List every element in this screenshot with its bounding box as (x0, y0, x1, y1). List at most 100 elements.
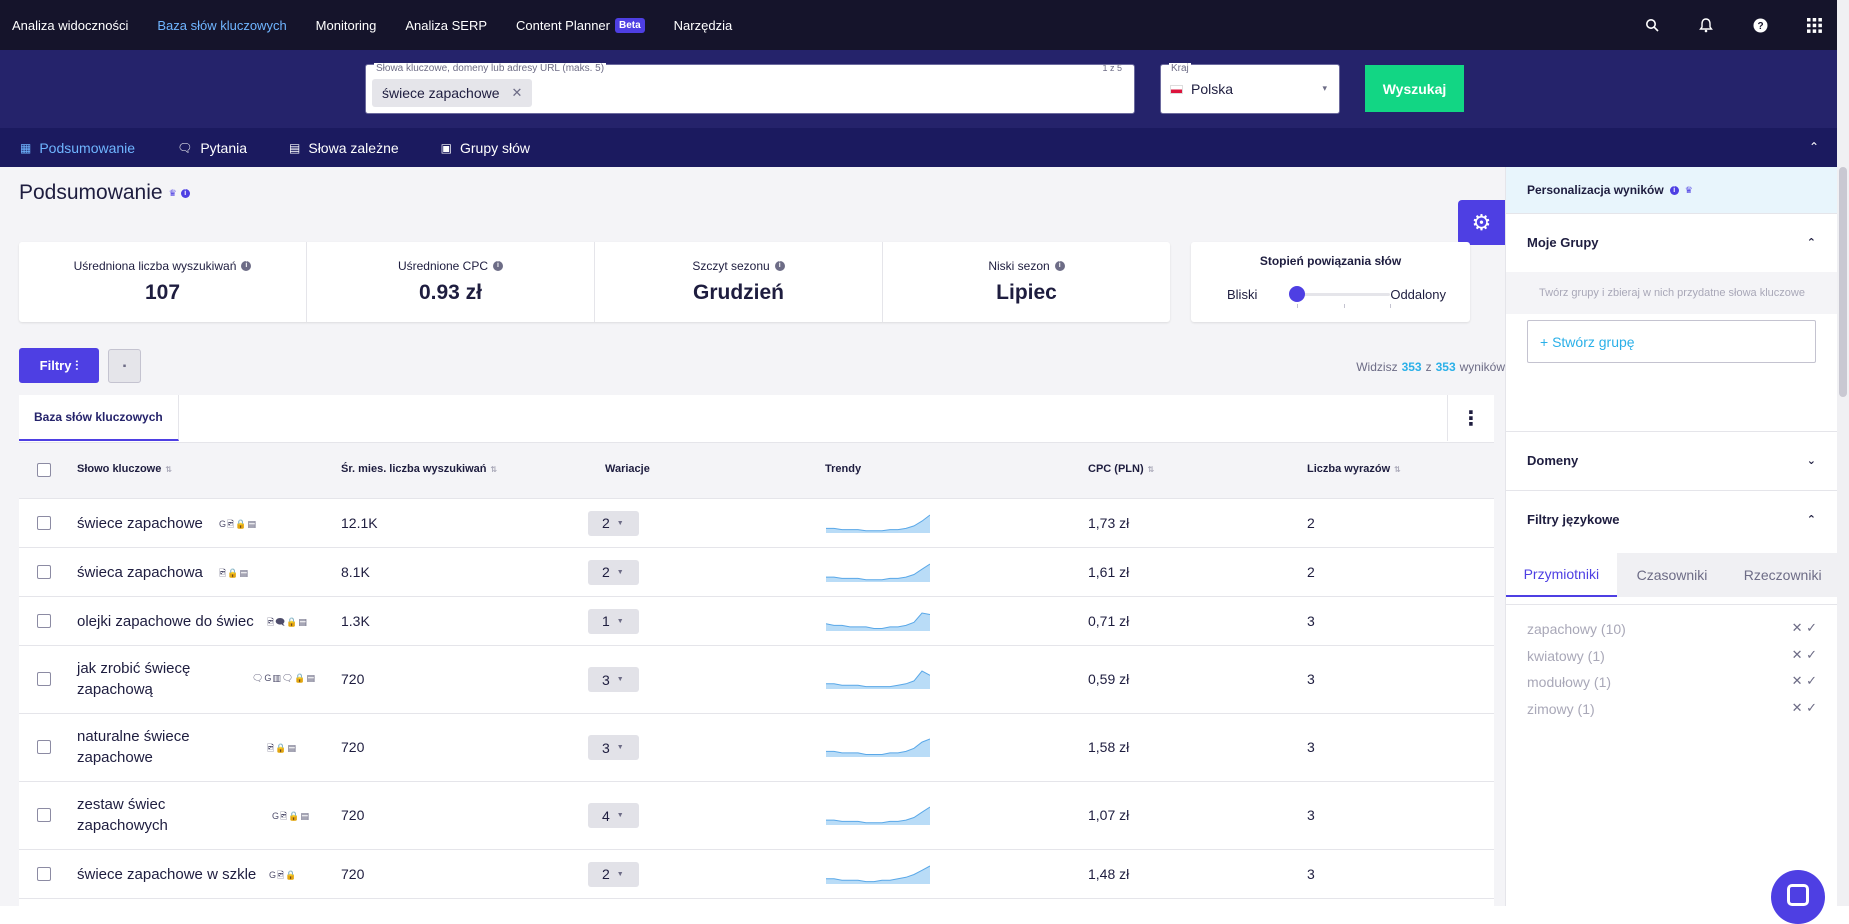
variations-dropdown[interactable]: 2 ▼ (588, 510, 639, 536)
table-row[interactable]: olejki zapachowe do świec 🖻🗨🔒▤ 1.3K 1 ▼ 0,71 … (19, 597, 1494, 646)
volume-cell: 720 (341, 865, 365, 882)
section-domains[interactable]: Domeny ⌄ (1506, 431, 1838, 489)
nav-analiza-serp[interactable]: Analiza SERP (405, 17, 488, 33)
variations-dropdown[interactable]: 3 ▼ (588, 735, 639, 760)
tab-przymiotniki[interactable]: Przymiotniki (1506, 553, 1617, 597)
table-row[interactable]: świeca zapachowa 🖻🔒▤ 8.1K 2 ▼ 1,61 zł 2 (19, 548, 1494, 597)
sort-icon: ⇅ (490, 465, 498, 474)
table-row[interactable]: zestaw świec zapachowych G🖻🔒▤ 720 4 ▼ 1,07 zł… (19, 782, 1494, 850)
save-filters-button[interactable]: ▪ (108, 349, 141, 383)
variations-dropdown[interactable]: 2 ▼ (588, 861, 639, 887)
trend-sparkline (826, 611, 930, 631)
col-volume[interactable]: Śr. mies. liczba wyszukiwań ⇅ (341, 463, 497, 475)
tab-slowa-zalezne[interactable]: ▤ Słowa zależne (289, 140, 399, 156)
row-checkbox[interactable] (37, 564, 51, 579)
keyword-cell[interactable]: zestaw świec zapachowych (77, 796, 168, 834)
trend-line (826, 806, 930, 824)
row-checkbox[interactable] (37, 808, 51, 822)
include-check-icon[interactable]: ✓ (1806, 699, 1817, 715)
tab-label: Pytania (200, 139, 248, 156)
stat-label: Uśrednione CPC (397, 259, 489, 273)
select-all-checkbox[interactable] (37, 463, 51, 477)
cpc-cell: 1,58 zł (1088, 739, 1130, 755)
tab-grupy-slow[interactable]: ▣ Grupy słów (441, 140, 530, 156)
exclude-icon[interactable]: ✕ (1791, 620, 1803, 635)
keyword-cell[interactable]: świece zapachowe w szkle (77, 865, 257, 883)
exclude-icon[interactable]: ✕ (1791, 673, 1803, 688)
more-vertical-icon[interactable]: ⋮ (1447, 395, 1494, 441)
section-my-groups[interactable]: Moje Grupy ⌃ (1506, 213, 1838, 271)
counter-prefix: Widzisz (1356, 360, 1398, 374)
stat-value: 107 (144, 281, 181, 304)
row-checkbox[interactable] (37, 672, 51, 686)
include-check-icon[interactable]: ✓ (1806, 673, 1817, 688)
tab-czasowniki[interactable]: Czasowniki (1616, 553, 1728, 597)
bell-icon[interactable] (1691, 10, 1721, 40)
dashboard-icon: ▦ (20, 140, 32, 155)
search-button[interactable]: Wyszukaj (1365, 65, 1464, 112)
remove-chip-icon[interactable]: ✕ (511, 85, 523, 100)
search-icon[interactable] (1637, 10, 1667, 40)
create-group-button[interactable]: + Stwórz grupę (1527, 320, 1816, 363)
nav-narzedzia[interactable]: Narzędzia (673, 17, 733, 33)
nav-analiza-widocznosci[interactable]: Analiza widoczności (12, 17, 129, 33)
row-checkbox[interactable] (37, 515, 51, 530)
word-count-cell: 2 (1307, 514, 1315, 531)
variations-dropdown[interactable]: 4 ▼ (588, 803, 639, 828)
scrollbar-thumb[interactable] (1839, 167, 1847, 397)
exclude-icon[interactable]: ✕ (1791, 699, 1803, 715)
table-row[interactable]: jak zrobić świecę zapachową 🗨G▥🗨🔒▤ 720 3 ▼ 0,… (19, 646, 1494, 714)
country-select[interactable]: Kraj Polska ▾ (1160, 63, 1340, 114)
crown-icon: ♛ (168, 187, 177, 198)
row-checkbox[interactable] (37, 613, 51, 628)
trend-area (826, 865, 930, 884)
nav-content-planner[interactable]: Content Planner Beta (516, 17, 645, 33)
table-row[interactable]: naturalne świece zapachowe 🖻🔒▤ 720 3 ▼ 1,58 z… (19, 714, 1494, 782)
country-value: Polska (1191, 81, 1234, 97)
variations-dropdown[interactable]: 1 ▼ (588, 608, 639, 634)
keyword-cell[interactable]: świece zapachowe (77, 514, 203, 532)
section-title: Filtry językowe (1527, 512, 1620, 527)
nav-baza-slow-kluczowych[interactable]: Baza słów kluczowych (157, 17, 287, 33)
include-check-icon[interactable]: ✓ (1806, 646, 1817, 662)
keyword-cell[interactable]: olejki zapachowe do świec (77, 612, 254, 630)
section-language-filters[interactable]: Filtry językowe ⌃ (1506, 490, 1838, 548)
tab-rzeczowniki[interactable]: Rzeczowniki (1727, 553, 1839, 597)
col-cpc[interactable]: CPC (PLN) ⇅ (1088, 463, 1154, 475)
variations-dropdown[interactable]: 2 ▼ (588, 559, 639, 585)
collapse-chevron-icon[interactable]: ⌃ (1808, 140, 1819, 154)
keywords-field[interactable]: Słowa kluczowe, domeny lub adresy URL (m… (365, 63, 1135, 114)
relation-slider-handle[interactable] (1289, 286, 1305, 302)
serp-features-icons: G🖻🔒▤ (219, 518, 257, 529)
cpc-cell: 0,59 zł (1088, 671, 1130, 687)
col-keyword[interactable]: Słowo kluczowe ⇅ (77, 463, 172, 475)
volume-cell: 720 (341, 807, 365, 823)
keyword-cell[interactable]: świeca zapachowa (77, 563, 203, 581)
apps-grid-icon[interactable] (1799, 10, 1829, 40)
exclude-icon[interactable]: ✕ (1791, 646, 1803, 662)
table-body: świece zapachowe G🖻🔒▤ 12.1K 2 ▼ 1,73 zł 2 świec… (19, 499, 1494, 899)
table-row[interactable]: świece zapachowe G🖻🔒▤ 12.1K 2 ▼ 1,73 zł 2 (19, 499, 1494, 548)
nav-monitoring[interactable]: Monitoring (315, 17, 377, 33)
settings-gear-button[interactable]: ⚙ (1458, 200, 1505, 245)
keyword-cell[interactable]: naturalne świece zapachowe (77, 728, 190, 766)
table-row[interactable]: świece zapachowe w szkle G🖻🔒 720 2 ▼ 1,48 zł 3 (19, 850, 1494, 899)
groups-icon: ▣ (440, 140, 452, 155)
col-word-count[interactable]: Liczba wyrazów ⇅ (1307, 463, 1401, 475)
relation-slider-track[interactable] (1295, 293, 1390, 296)
tab-baza-slow-kluczowych[interactable]: Baza słów kluczowych (19, 395, 179, 441)
trend-sparkline (826, 563, 930, 582)
language-filter-item: kwiatowy (1) ✕ ✓ (1527, 646, 1817, 664)
chevron-down-icon: ▾ (1322, 83, 1327, 93)
scrollbar[interactable] (1837, 167, 1849, 906)
include-check-icon[interactable]: ✓ (1806, 620, 1817, 635)
keyword-cell[interactable]: jak zrobić świecę zapachową (77, 660, 191, 698)
tab-podsumowanie[interactable]: ▦ Podsumowanie (20, 140, 135, 156)
chat-button[interactable] (1771, 870, 1825, 924)
row-checkbox[interactable] (37, 740, 51, 754)
tab-pytania[interactable]: 🗨 Pytania (177, 140, 247, 156)
help-icon[interactable]: ? (1745, 10, 1775, 40)
row-checkbox[interactable] (37, 866, 51, 881)
variations-dropdown[interactable]: 3 ▼ (588, 667, 639, 692)
filters-button[interactable]: Filtry ⫶ (19, 348, 99, 383)
